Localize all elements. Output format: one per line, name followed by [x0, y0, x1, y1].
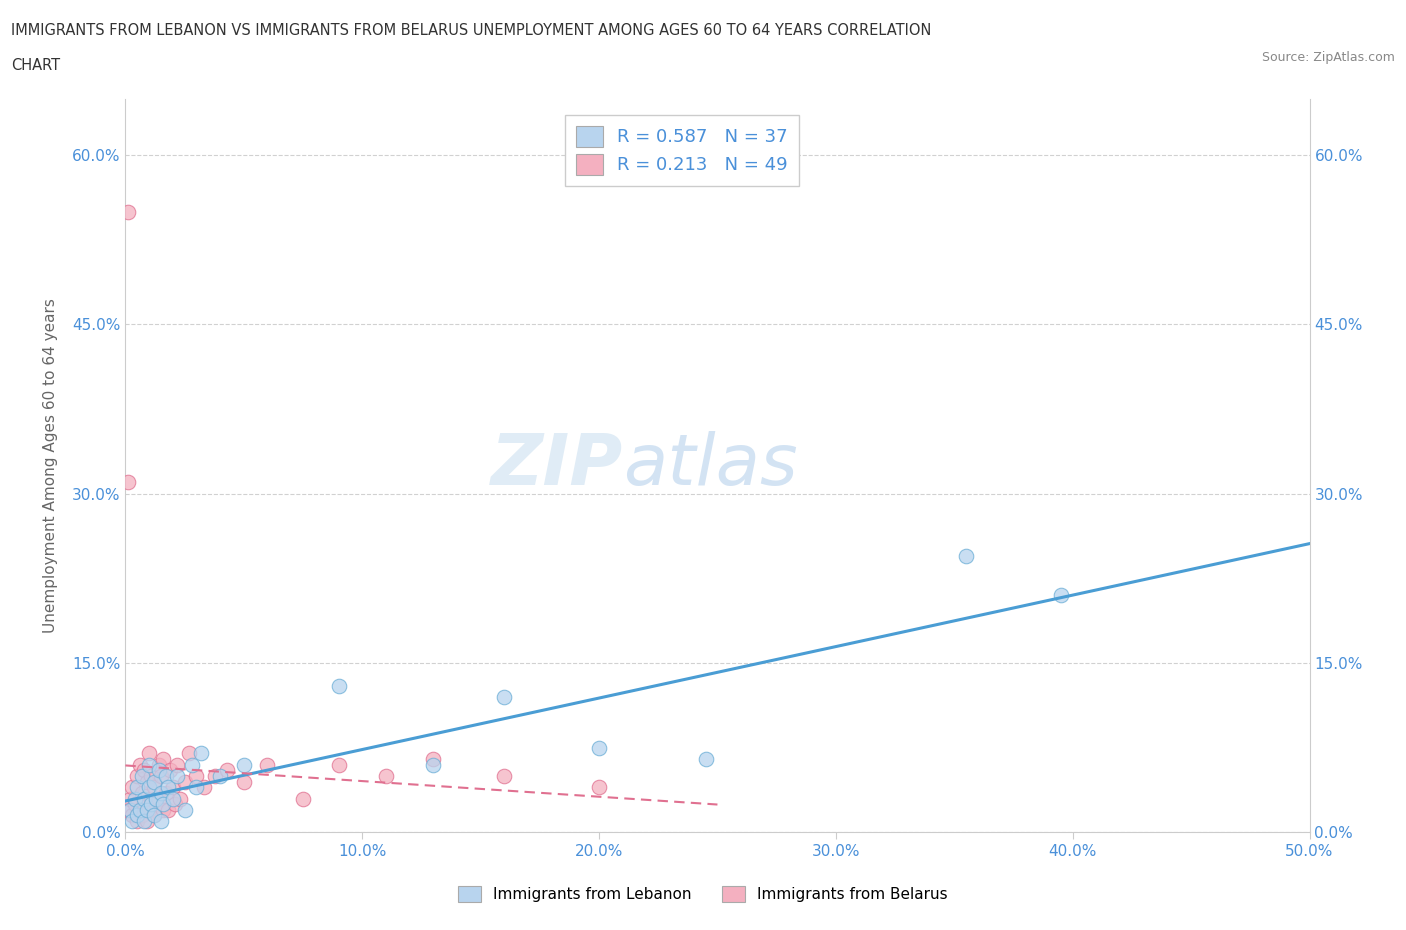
Point [131, 808, 153, 823]
Point [156, 779, 179, 794]
Point [209, 768, 232, 783]
Point [374, 768, 396, 783]
Point [328, 757, 350, 772]
Point [120, 803, 142, 817]
Point [422, 757, 444, 772]
Point [124, 791, 146, 806]
Point [169, 791, 191, 806]
Point [141, 797, 163, 812]
Y-axis label: Unemployment Among Ages 60 to 64 years: Unemployment Among Ages 60 to 64 years [44, 299, 58, 633]
Point [134, 763, 156, 777]
Point [217, 763, 239, 777]
Point [117, 475, 139, 490]
Point [138, 746, 160, 761]
Point [588, 779, 610, 794]
Text: IMMIGRANTS FROM LEBANON VS IMMIGRANTS FROM BELARUS UNEMPLOYMENT AMONG AGES 60 TO: IMMIGRANTS FROM LEBANON VS IMMIGRANTS FR… [11, 23, 932, 38]
Text: atlas: atlas [623, 431, 797, 500]
Point [127, 768, 149, 783]
Point [145, 797, 167, 812]
Point [117, 803, 139, 817]
Point [422, 751, 444, 766]
Point [186, 779, 208, 794]
Point [173, 774, 195, 789]
Point [328, 678, 350, 693]
Point [166, 757, 188, 772]
Legend: R = 0.587   N = 37, R = 0.213   N = 49: R = 0.587 N = 37, R = 0.213 N = 49 [565, 115, 799, 186]
Point [152, 803, 174, 817]
Point [142, 808, 165, 823]
Point [128, 757, 150, 772]
Point [148, 763, 170, 777]
Point [204, 768, 226, 783]
Point [588, 740, 610, 755]
Point [141, 791, 163, 806]
Point [128, 803, 150, 817]
Point [142, 774, 165, 789]
Point [135, 774, 157, 789]
Point [695, 751, 717, 766]
Text: CHART: CHART [11, 58, 60, 73]
Point [127, 814, 149, 829]
Point [128, 803, 150, 817]
Point [142, 808, 165, 823]
Point [162, 779, 184, 794]
Point [152, 751, 174, 766]
Point [291, 791, 314, 806]
Point [180, 757, 202, 772]
Point [121, 814, 143, 829]
Point [186, 768, 208, 783]
Point [193, 779, 215, 794]
Point [127, 808, 149, 823]
Point [127, 779, 149, 794]
Point [179, 746, 201, 761]
Point [162, 791, 184, 806]
Point [165, 797, 187, 812]
Point [156, 803, 179, 817]
Point [135, 803, 157, 817]
Point [494, 689, 516, 704]
Point [155, 786, 177, 801]
Text: ZIP: ZIP [491, 431, 623, 500]
Point [152, 797, 174, 812]
Point [149, 814, 172, 829]
Point [149, 768, 172, 783]
Point [148, 791, 170, 806]
Point [138, 779, 160, 794]
Point [148, 757, 170, 772]
Point [138, 757, 160, 772]
Point [131, 786, 153, 801]
Point [149, 786, 172, 801]
Point [232, 757, 254, 772]
Point [155, 768, 177, 783]
Point [141, 768, 163, 783]
Point [121, 808, 143, 823]
Point [117, 205, 139, 219]
Point [190, 746, 212, 761]
Point [135, 814, 157, 829]
Point [232, 774, 254, 789]
Point [173, 803, 195, 817]
Text: Source: ZipAtlas.com: Source: ZipAtlas.com [1261, 51, 1395, 64]
Point [256, 757, 278, 772]
Point [142, 779, 165, 794]
Point [134, 814, 156, 829]
Point [120, 791, 142, 806]
Point [134, 797, 156, 812]
Point [134, 791, 156, 806]
Point [494, 768, 516, 783]
Point [955, 549, 977, 564]
Point [124, 797, 146, 812]
Point [159, 763, 181, 777]
Point [138, 803, 160, 817]
Point [166, 768, 188, 783]
Point [1050, 588, 1073, 603]
Legend: Immigrants from Lebanon, Immigrants from Belarus: Immigrants from Lebanon, Immigrants from… [451, 880, 955, 909]
Point [121, 779, 143, 794]
Point [145, 791, 167, 806]
Point [131, 768, 153, 783]
